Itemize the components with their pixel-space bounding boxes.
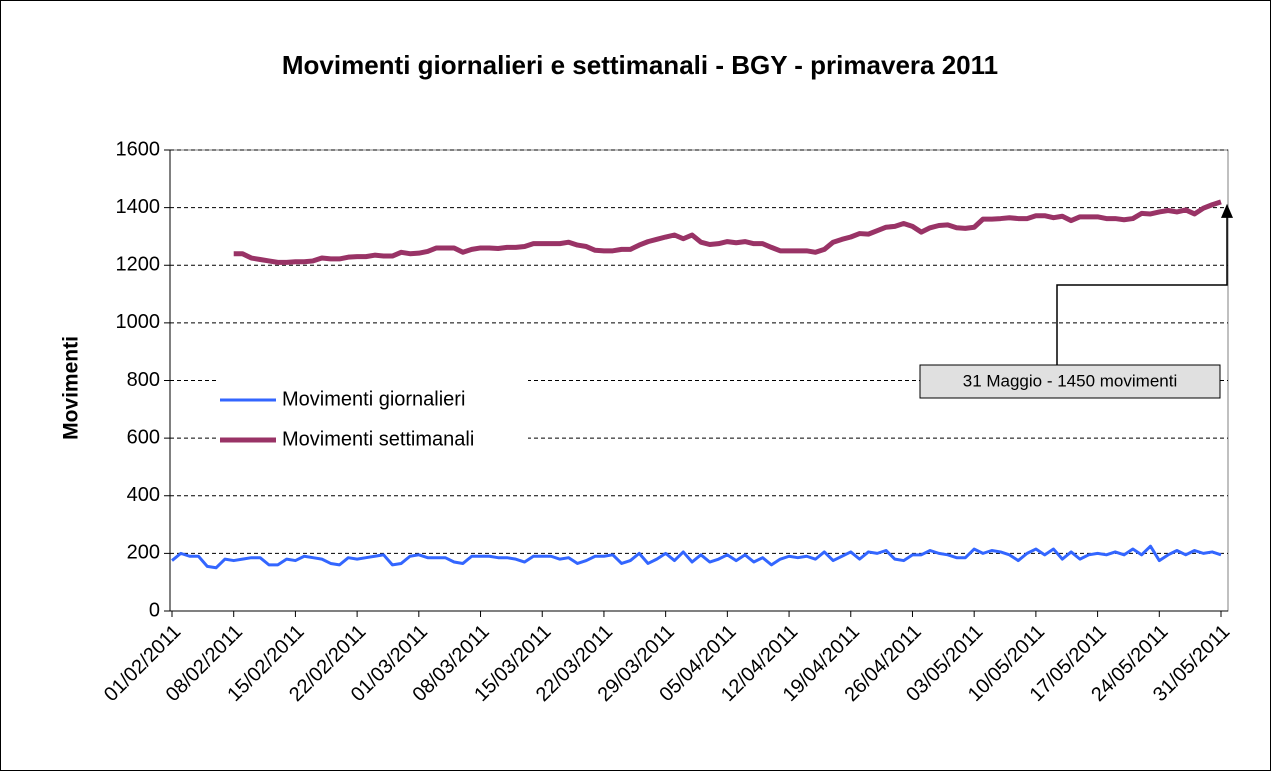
annotation-box xyxy=(919,364,1221,399)
y-tick-label: 1400 xyxy=(116,196,161,218)
series-line xyxy=(233,199,1222,265)
legend-label: Movimenti settimanali xyxy=(282,428,474,450)
y-tick-label: 1000 xyxy=(116,311,161,333)
y-tick-label: 800 xyxy=(127,369,160,391)
y-tick-label: 0 xyxy=(149,599,160,621)
annotation-connector xyxy=(1056,215,1228,365)
y-tick-label: 1200 xyxy=(116,254,161,276)
legend-box xyxy=(218,380,528,460)
annotation-text: 31 Maggio - 1450 movimenti xyxy=(963,371,1178,390)
series-line xyxy=(171,544,1222,570)
chart-title: Movimenti giornalieri e settimanali - BG… xyxy=(282,50,998,80)
legend-label: Movimenti giornalieri xyxy=(282,388,465,410)
y-tick-label: 600 xyxy=(127,426,160,448)
y-tick-label: 200 xyxy=(127,542,160,564)
y-tick-label: 1600 xyxy=(116,138,161,160)
y-axis-title: Movimenti xyxy=(60,336,83,440)
annotation-arrow xyxy=(1221,203,1233,218)
y-tick-label: 400 xyxy=(127,484,160,506)
